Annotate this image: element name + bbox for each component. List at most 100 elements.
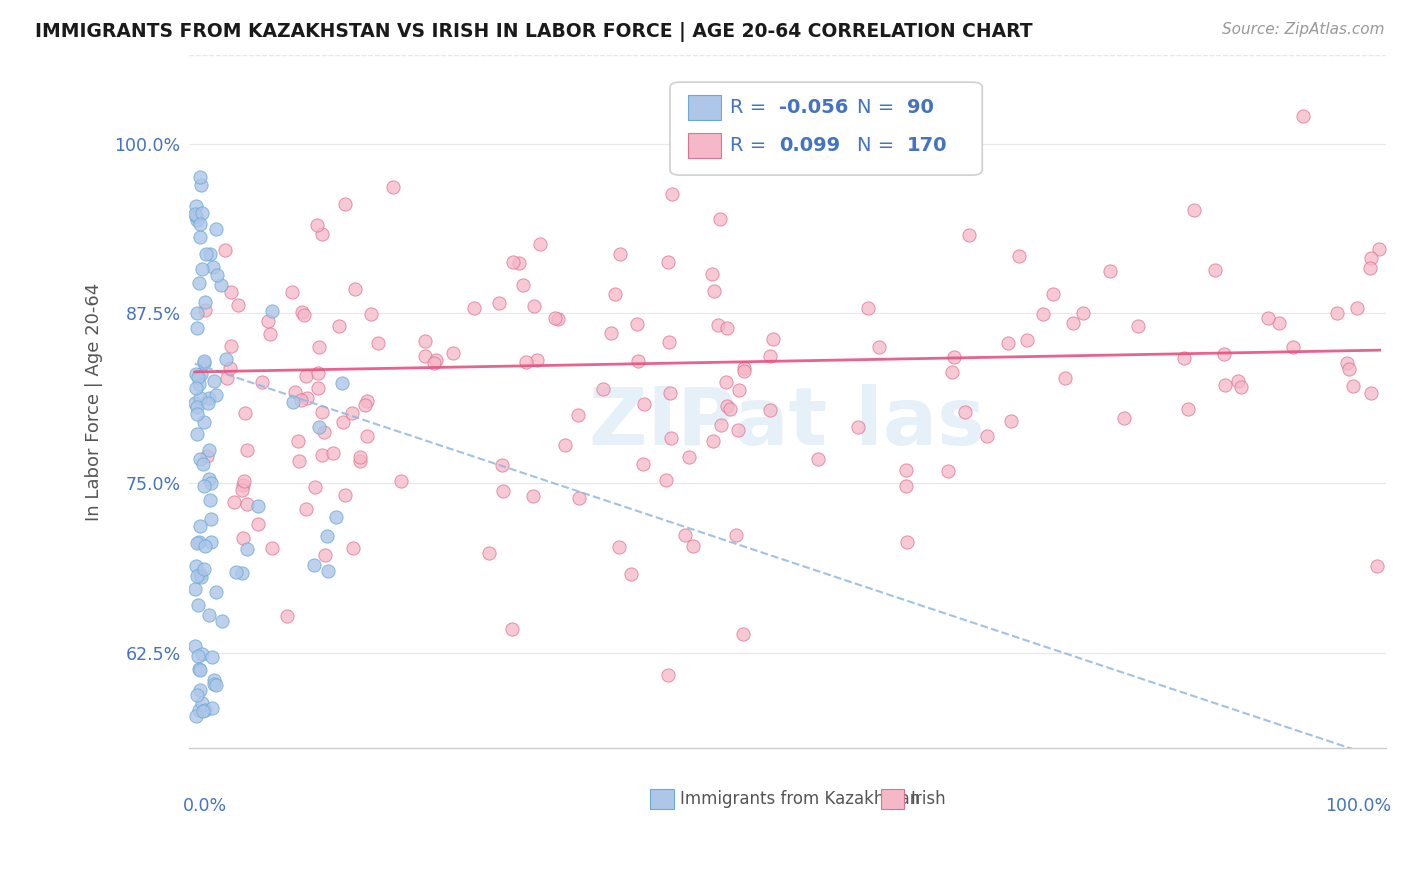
Point xyxy=(942,350,965,364)
Point xyxy=(184,708,207,723)
Point xyxy=(333,488,356,502)
Point xyxy=(295,501,318,516)
Point xyxy=(846,419,869,434)
Point xyxy=(1126,319,1149,334)
Point xyxy=(215,370,238,384)
Point xyxy=(308,340,330,354)
Point xyxy=(311,448,333,462)
Point xyxy=(195,449,218,463)
Point xyxy=(197,608,219,623)
Point xyxy=(287,434,309,448)
Point xyxy=(218,361,240,376)
Point xyxy=(226,298,249,312)
Bar xyxy=(688,95,721,120)
Point xyxy=(236,497,259,511)
Point xyxy=(302,558,325,572)
Point xyxy=(200,492,222,507)
Point xyxy=(1267,316,1289,330)
FancyBboxPatch shape xyxy=(669,82,983,175)
Point xyxy=(200,649,222,664)
Point xyxy=(415,334,437,348)
Point xyxy=(225,565,247,579)
Point xyxy=(291,305,314,319)
Point xyxy=(232,475,254,489)
Point xyxy=(609,247,631,261)
Point xyxy=(198,443,221,458)
Point xyxy=(522,489,544,503)
Point xyxy=(673,528,696,542)
Point xyxy=(1365,559,1388,574)
Point xyxy=(1032,307,1054,321)
Text: 90: 90 xyxy=(907,97,934,117)
Point xyxy=(197,472,219,486)
Point xyxy=(523,299,546,313)
Point xyxy=(1281,340,1303,354)
Point xyxy=(491,458,513,472)
Point xyxy=(316,528,339,542)
Point xyxy=(340,406,363,420)
Point xyxy=(187,276,209,290)
Point xyxy=(235,542,257,557)
Point xyxy=(205,584,228,599)
Point xyxy=(250,375,273,389)
Point xyxy=(957,227,980,242)
Point xyxy=(762,332,785,346)
Point xyxy=(200,475,222,490)
Point xyxy=(209,278,232,293)
Point xyxy=(1292,109,1315,123)
Point xyxy=(605,286,627,301)
Point xyxy=(184,207,207,221)
Point xyxy=(714,376,737,390)
Point xyxy=(188,377,211,392)
Point xyxy=(325,510,347,524)
Point xyxy=(205,222,228,236)
Point xyxy=(512,278,534,293)
Point xyxy=(716,321,738,335)
Text: N =: N = xyxy=(856,136,900,155)
Point xyxy=(382,180,405,194)
Text: Source: ZipAtlas.com: Source: ZipAtlas.com xyxy=(1222,22,1385,37)
Point xyxy=(1226,374,1249,388)
Point xyxy=(1000,414,1022,428)
Point xyxy=(936,464,959,478)
Text: 170: 170 xyxy=(907,136,948,155)
Point xyxy=(219,285,242,300)
Point xyxy=(592,382,614,396)
Point xyxy=(316,564,339,578)
Point xyxy=(389,474,412,488)
Point xyxy=(235,443,257,458)
Point xyxy=(342,541,364,555)
Point xyxy=(1341,379,1364,393)
Point xyxy=(246,500,269,514)
Point xyxy=(1177,401,1199,416)
Point xyxy=(260,541,283,555)
Point xyxy=(894,463,917,477)
Point xyxy=(232,478,254,492)
Point xyxy=(941,365,963,379)
Point xyxy=(188,566,211,581)
Point xyxy=(702,434,724,448)
Point xyxy=(290,393,312,408)
Point xyxy=(633,397,655,411)
Point xyxy=(658,386,681,401)
Point xyxy=(193,356,215,370)
Point xyxy=(211,615,233,629)
Point xyxy=(600,326,623,340)
Point xyxy=(1368,242,1391,256)
Point xyxy=(184,582,207,596)
Point xyxy=(868,340,890,354)
Point xyxy=(349,454,371,468)
Text: 100.0%: 100.0% xyxy=(1326,797,1392,815)
Point xyxy=(716,399,738,413)
Point xyxy=(1098,264,1121,278)
Point xyxy=(194,539,217,553)
Point xyxy=(607,540,630,554)
Point xyxy=(314,548,336,562)
Point xyxy=(997,335,1019,350)
Point xyxy=(186,199,208,213)
Point xyxy=(312,425,335,439)
Point xyxy=(441,346,464,360)
Point xyxy=(231,483,253,497)
Point xyxy=(186,367,208,381)
Point xyxy=(205,387,228,401)
